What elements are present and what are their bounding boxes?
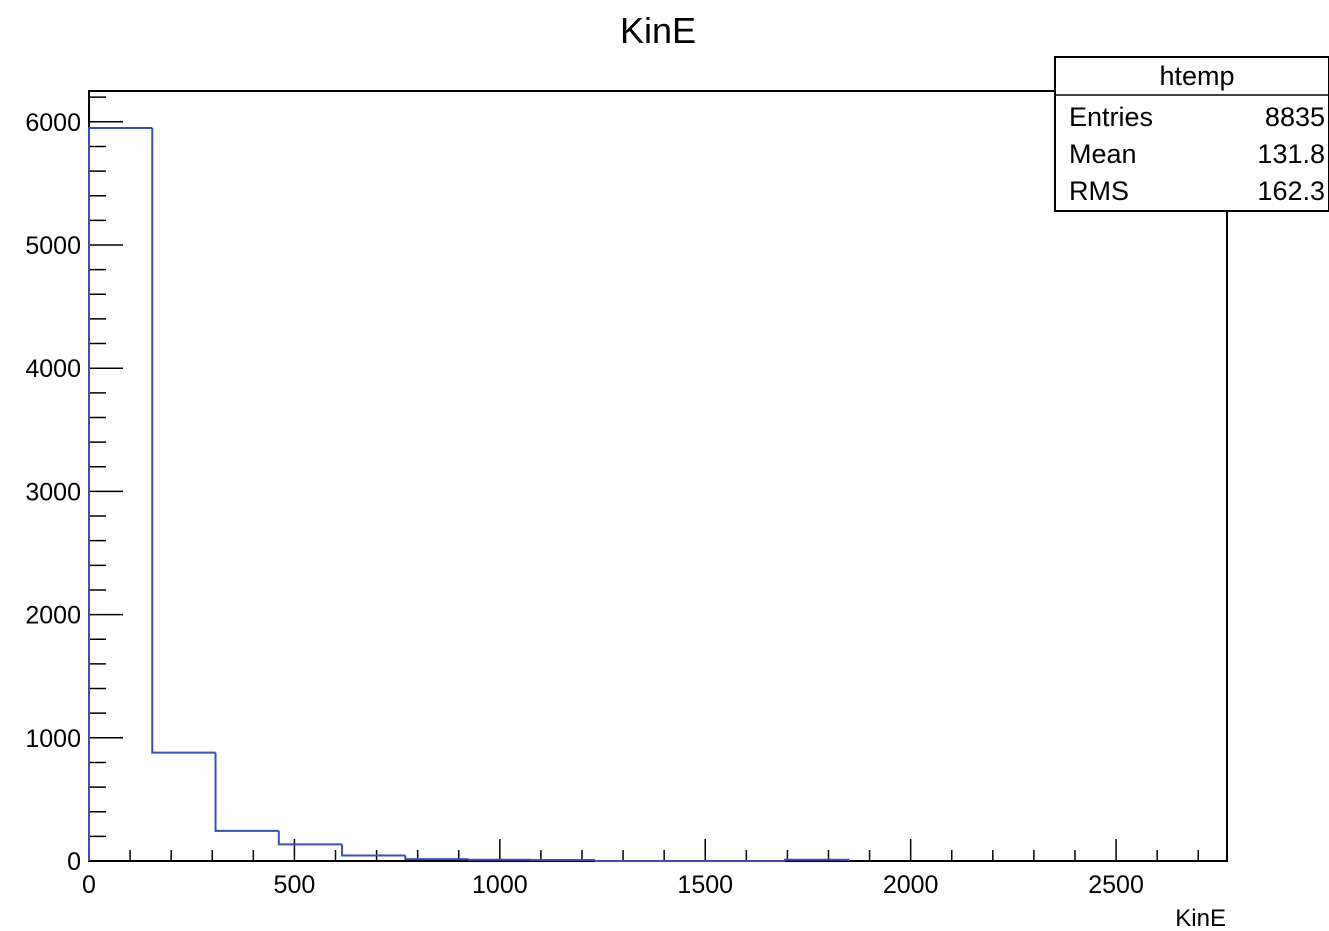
y-tick-label: 5000 xyxy=(25,232,81,260)
histogram-bin xyxy=(151,127,216,754)
y-axis-ticks xyxy=(89,96,123,862)
chart-title: KinE xyxy=(620,10,696,51)
y-tick-label: 0 xyxy=(67,848,81,876)
stats-label-rms: RMS xyxy=(1069,176,1129,206)
x-tick-label: 1000 xyxy=(472,871,528,899)
stats-box: htemp Entries 8835 Mean 131.8 RMS 162.3 xyxy=(1054,56,1329,212)
y-tick-label: 4000 xyxy=(25,355,81,383)
stats-value-mean: 131.8 xyxy=(1257,139,1325,169)
histogram-bin xyxy=(594,860,659,862)
y-tick-label: 6000 xyxy=(25,109,81,137)
x-tick-label: 0 xyxy=(82,871,96,899)
histogram-series xyxy=(88,126,850,862)
stats-box-name: htemp xyxy=(1159,61,1234,91)
y-tick-label: 3000 xyxy=(25,478,81,506)
x-tick-label: 2500 xyxy=(1088,871,1144,899)
x-axis-title: KinE xyxy=(1175,905,1226,931)
histogram-bin xyxy=(783,858,850,861)
histogram-bin xyxy=(214,752,279,832)
histogram-bin xyxy=(341,844,406,857)
x-tick-label: 500 xyxy=(274,871,316,899)
y-tick-label: 2000 xyxy=(25,602,81,630)
x-tick-label: 2000 xyxy=(883,871,939,899)
y-tick-label: 1000 xyxy=(25,725,81,753)
histogram-bin xyxy=(404,855,469,861)
histogram-bin xyxy=(277,830,343,846)
y-axis-tick-labels: 0 1000 2000 3000 4000 5000 6000 xyxy=(25,109,81,876)
stats-label-entries: Entries xyxy=(1069,102,1153,132)
histogram-bin xyxy=(88,126,153,861)
histogram-bin xyxy=(467,858,532,861)
stats-box-frame xyxy=(1054,56,1329,212)
stats-value-rms: 162.3 xyxy=(1257,176,1325,206)
stats-value-entries: 8835 xyxy=(1265,102,1325,132)
stats-label-mean: Mean xyxy=(1069,139,1137,169)
x-tick-label: 1500 xyxy=(677,871,733,899)
x-axis-tick-labels: 0 500 1000 1500 2000 2500 xyxy=(82,871,1144,899)
